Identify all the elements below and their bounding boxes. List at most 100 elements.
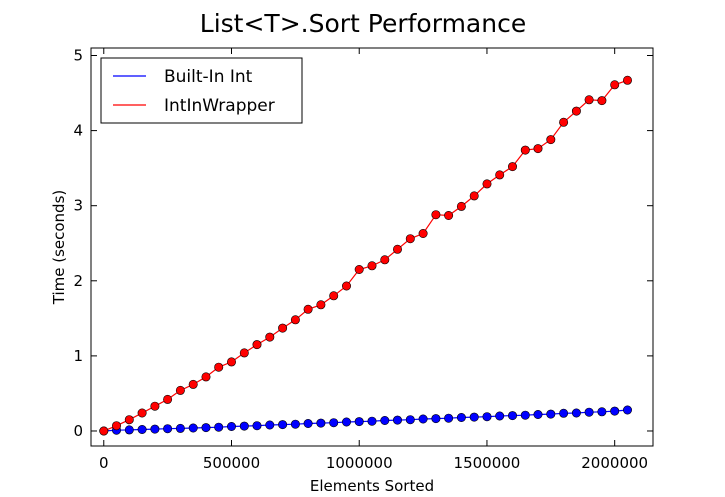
data-point-intinwrapper [112, 421, 122, 431]
data-point-built-in-int [150, 424, 160, 434]
data-point-built-in-int [303, 418, 313, 428]
data-point-built-in-int [444, 413, 454, 423]
data-point-built-in-int [227, 421, 237, 431]
data-point-intinwrapper [405, 234, 415, 244]
y-tick-label: 5 [73, 47, 83, 65]
x-tick-label: 1500000 [454, 454, 521, 472]
x-tick-label: 0 [99, 454, 109, 472]
data-point-intinwrapper [201, 372, 211, 382]
legend-label-intinwrapper: IntInWrapper [164, 96, 275, 116]
data-point-built-in-int [520, 410, 530, 420]
y-tick-label: 0 [73, 422, 83, 440]
data-point-built-in-int [239, 421, 249, 431]
y-tick-label: 3 [73, 197, 83, 215]
data-point-built-in-int [329, 418, 339, 428]
data-point-built-in-int [392, 415, 402, 425]
data-point-intinwrapper [444, 211, 454, 221]
data-point-intinwrapper [482, 179, 492, 189]
data-point-intinwrapper [495, 170, 505, 180]
data-point-intinwrapper [380, 255, 390, 265]
data-point-built-in-int [124, 425, 134, 435]
data-point-intinwrapper [163, 394, 173, 404]
data-point-intinwrapper [239, 348, 249, 358]
x-tick-label: 1000000 [326, 454, 393, 472]
data-point-intinwrapper [469, 191, 479, 201]
data-point-intinwrapper [597, 96, 607, 106]
y-axis-label: Time (seconds) [50, 190, 68, 306]
data-point-intinwrapper [431, 210, 441, 220]
data-point-built-in-int [188, 423, 198, 433]
data-point-built-in-int [597, 407, 607, 417]
data-point-built-in-int [546, 409, 556, 419]
x-tick-label: 2000000 [581, 454, 648, 472]
plot-frame [90, 47, 654, 447]
data-point-intinwrapper [227, 357, 237, 367]
data-point-built-in-int [367, 416, 377, 426]
data-point-intinwrapper [354, 264, 364, 274]
data-point-built-in-int [137, 424, 147, 434]
legend: Built-In Int IntInWrapper [100, 57, 303, 124]
series-line-intinwrapper [103, 79, 628, 432]
data-point-intinwrapper [392, 244, 402, 254]
data-point-built-in-int [584, 407, 594, 417]
y-tick-label: 1 [73, 347, 83, 365]
data-point-intinwrapper [533, 144, 543, 154]
data-point-built-in-int [507, 411, 517, 421]
data-point-built-in-int [571, 408, 581, 418]
data-point-intinwrapper [252, 340, 262, 350]
data-point-intinwrapper [265, 332, 275, 342]
data-point-intinwrapper [584, 95, 594, 105]
data-point-intinwrapper [341, 281, 351, 291]
data-point-intinwrapper [418, 229, 428, 239]
data-point-built-in-int [380, 415, 390, 425]
series-layer [99, 75, 632, 436]
chart-title: List<T>.Sort Performance [200, 9, 526, 38]
data-point-built-in-int [290, 419, 300, 429]
data-point-built-in-int [431, 414, 441, 424]
data-point-built-in-int [405, 415, 415, 425]
data-point-built-in-int [214, 422, 224, 432]
data-point-built-in-int [533, 409, 543, 419]
data-point-built-in-int [482, 412, 492, 422]
y-tick-label: 4 [73, 122, 83, 140]
data-point-built-in-int [278, 420, 288, 430]
data-point-intinwrapper [137, 408, 147, 418]
data-point-built-in-int [495, 411, 505, 421]
data-point-built-in-int [418, 414, 428, 424]
data-point-built-in-int [163, 424, 173, 434]
data-point-intinwrapper [367, 261, 377, 271]
data-point-intinwrapper [99, 426, 109, 436]
data-point-intinwrapper [559, 117, 569, 127]
legend-label-built-in-int: Built-In Int [164, 67, 253, 87]
data-point-intinwrapper [622, 75, 632, 85]
data-point-intinwrapper [520, 145, 530, 155]
data-point-intinwrapper [188, 379, 198, 389]
data-point-intinwrapper [290, 315, 300, 325]
data-point-intinwrapper [150, 401, 160, 411]
legend-box [100, 57, 303, 124]
data-point-intinwrapper [214, 362, 224, 372]
data-point-intinwrapper [316, 300, 326, 310]
data-point-built-in-int [622, 405, 632, 415]
data-point-built-in-int [469, 412, 479, 422]
x-axis-label: Elements Sorted [310, 477, 434, 495]
axis-ticks: 0 500000 1000000 1500000 2000000 0 1 2 3 4 5 [73, 47, 653, 472]
data-point-intinwrapper [610, 80, 620, 90]
data-point-built-in-int [559, 408, 569, 418]
data-point-intinwrapper [546, 135, 556, 145]
x-tick-label: 500000 [203, 454, 260, 472]
data-point-built-in-int [175, 423, 185, 433]
data-point-built-in-int [354, 417, 364, 427]
data-point-intinwrapper [175, 385, 185, 395]
data-point-intinwrapper [571, 106, 581, 116]
data-point-built-in-int [316, 418, 326, 428]
y-tick-label: 2 [73, 272, 83, 290]
data-point-intinwrapper [303, 304, 313, 314]
data-point-built-in-int [610, 406, 620, 416]
data-point-intinwrapper [124, 415, 134, 425]
data-point-built-in-int [341, 417, 351, 427]
data-point-built-in-int [201, 423, 211, 433]
data-point-built-in-int [456, 412, 466, 422]
data-point-built-in-int [265, 420, 275, 430]
